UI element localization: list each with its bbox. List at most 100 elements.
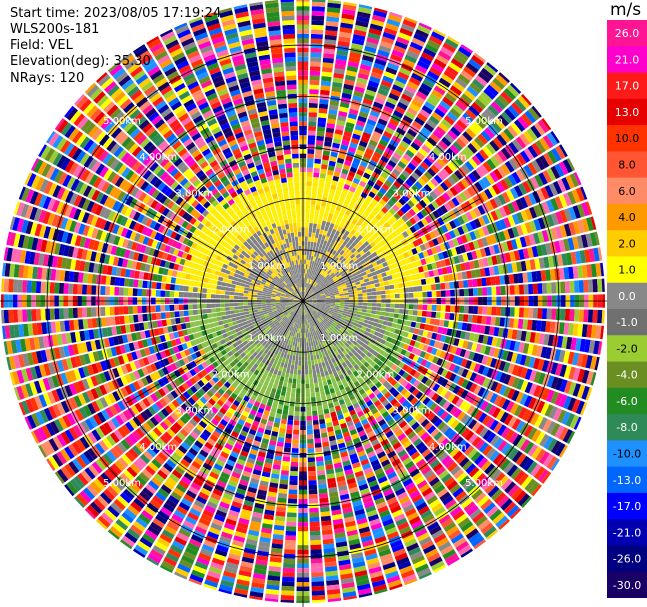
ray-gate	[139, 490, 151, 502]
ray-gate	[311, 6, 325, 12]
ray-gate	[273, 332, 278, 338]
ray-gate	[366, 118, 377, 127]
ray-gate	[202, 483, 214, 492]
ray-gate	[358, 302, 363, 306]
ray-gate	[420, 418, 430, 428]
ray-gate	[455, 347, 462, 356]
ray-gate	[416, 356, 424, 365]
ray-gate	[550, 130, 560, 144]
ray-gate	[584, 339, 591, 353]
ray-gate	[289, 373, 294, 379]
ray-gate	[263, 380, 270, 386]
ray-gate	[463, 501, 476, 513]
ray-gate	[385, 66, 398, 76]
ray-gate	[310, 56, 322, 63]
ray-gate	[397, 71, 410, 81]
ray-gate	[316, 294, 321, 298]
ray-gate	[355, 316, 361, 321]
ray-gate	[422, 264, 429, 272]
ray-gate	[419, 109, 431, 119]
ray-gate	[400, 388, 408, 396]
ray-gate	[360, 259, 366, 265]
ray-gate	[434, 484, 446, 495]
ray-gate	[322, 380, 328, 387]
ray-gate	[527, 162, 538, 175]
ray-gate	[365, 313, 371, 317]
ray-gate	[198, 408, 207, 417]
ray-gate	[316, 302, 322, 305]
ray-gate	[376, 143, 386, 151]
ray-gate	[231, 471, 241, 479]
ray-gate	[433, 533, 447, 544]
ray-gate	[436, 157, 447, 168]
ray-gate	[366, 237, 373, 244]
ray-gate	[426, 97, 438, 107]
ray-gate	[407, 281, 413, 287]
ray-gate	[513, 273, 519, 284]
ray-gate	[554, 424, 565, 439]
ray-gate	[462, 112, 474, 124]
ray-gate	[466, 341, 474, 351]
ray-gate	[396, 556, 410, 566]
ray-gate	[450, 289, 455, 297]
ray-gate	[402, 58, 416, 68]
ray-gate	[245, 538, 258, 546]
ray-gate	[154, 473, 165, 484]
ray-gate	[334, 166, 342, 173]
ray-gate	[344, 365, 350, 372]
ray-gate	[372, 463, 382, 471]
ray-gate	[370, 19, 385, 27]
ray-gate	[462, 280, 469, 288]
ray-gate	[536, 320, 542, 332]
ray-gate	[329, 306, 335, 309]
ray-gate	[472, 240, 480, 250]
ray-gate	[159, 533, 173, 544]
ray-gate	[463, 243, 471, 252]
ray-gate	[327, 277, 333, 282]
ray-gate	[266, 386, 272, 393]
ray-gate	[306, 304, 310, 308]
ray-gate	[493, 153, 504, 165]
ray-gate	[358, 140, 368, 148]
ray-gate	[563, 350, 571, 364]
ray-gate	[516, 211, 525, 224]
ray-gate	[413, 33, 427, 43]
ray-gate	[503, 501, 517, 515]
ray-gate	[291, 448, 299, 453]
ray-gate	[318, 362, 323, 369]
ray-gate	[343, 276, 349, 282]
ray-gate	[348, 291, 354, 295]
ray-gate	[189, 573, 204, 583]
ray-gate	[550, 212, 559, 226]
ray-gate	[558, 349, 566, 363]
ray-gate	[318, 103, 329, 110]
ray-gate	[279, 376, 285, 382]
ray-gate	[572, 352, 580, 366]
ray-gate	[214, 391, 222, 399]
ray-gate	[343, 130, 353, 138]
ray-gate	[368, 348, 375, 355]
ray-gate	[376, 501, 387, 510]
ray-gate	[500, 498, 513, 511]
ray-gate	[196, 399, 205, 408]
ray-gate	[500, 91, 513, 104]
ray-gate	[404, 326, 411, 332]
ray-gate	[223, 374, 230, 381]
ray-gate	[539, 433, 550, 447]
ray-gate	[362, 98, 373, 106]
ray-gate	[333, 288, 339, 292]
ray-gate	[233, 467, 243, 475]
ray-gate	[369, 329, 376, 335]
ray-gate	[441, 455, 452, 466]
ray-gate	[420, 336, 427, 344]
ray-gate	[433, 161, 443, 171]
ray-gate	[455, 137, 467, 149]
ray-gate	[317, 409, 324, 416]
ray-gate	[433, 431, 443, 441]
ray-gate	[242, 425, 250, 433]
ray-gate	[509, 402, 519, 415]
ray-gate	[180, 458, 191, 468]
ray-gate	[240, 561, 254, 569]
ray-gate	[564, 281, 571, 294]
ray-gate	[357, 355, 363, 361]
